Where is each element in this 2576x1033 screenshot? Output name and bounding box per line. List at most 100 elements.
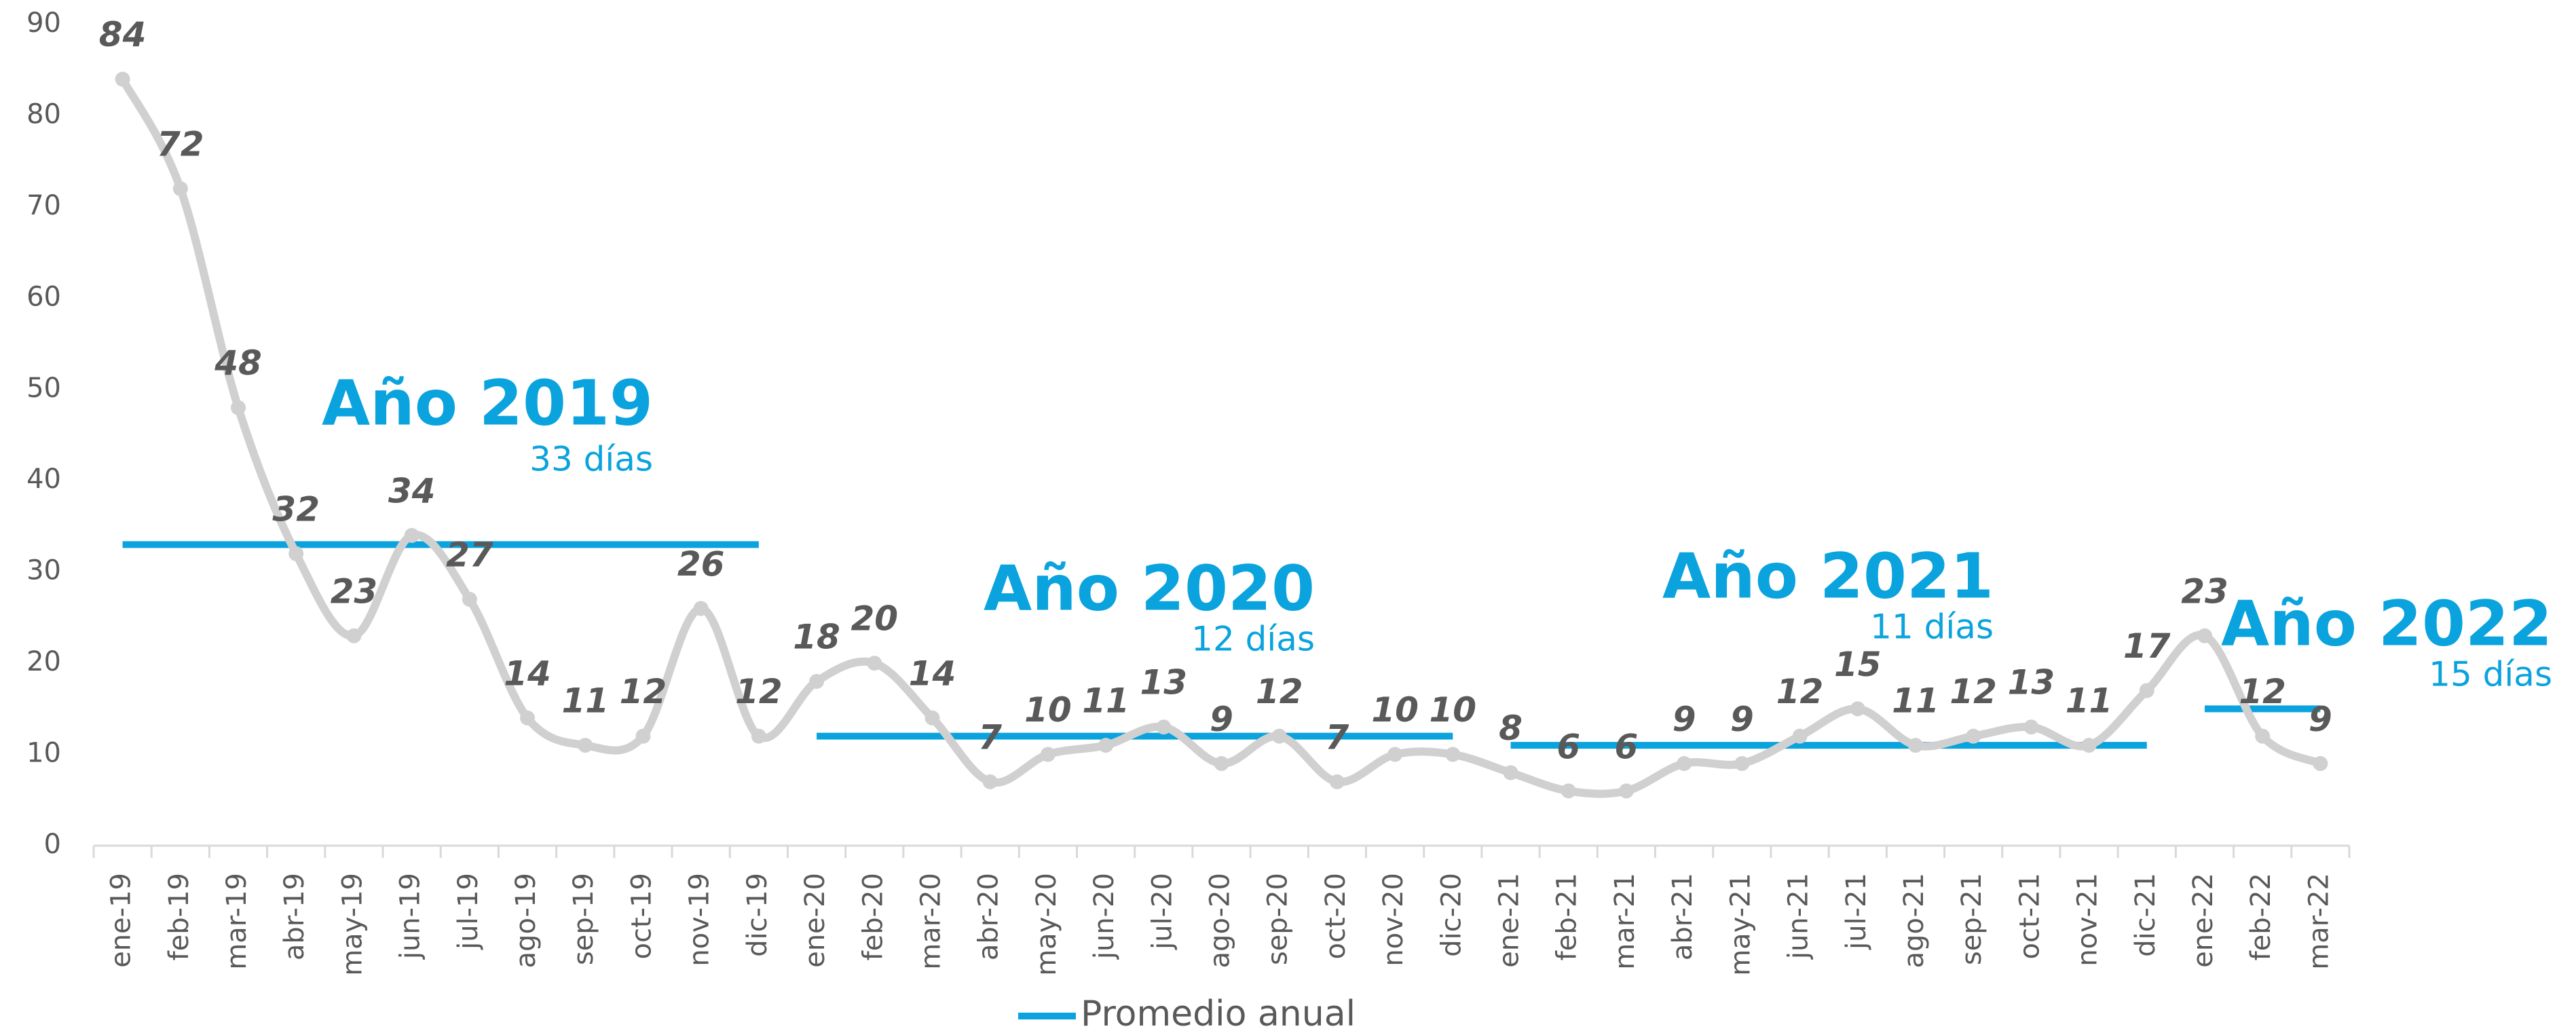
value-label: 12 (620, 672, 667, 711)
average-days: 11 días (1870, 607, 1994, 647)
x-tick-label: jun-21 (1783, 873, 1814, 960)
point (404, 527, 419, 543)
value-label: 12 (735, 672, 783, 711)
x-tick-label: mar-20 (915, 873, 946, 970)
average-days: 15 días (2429, 655, 2552, 694)
x-tick-label: abr-19 (279, 873, 310, 960)
point (1329, 774, 1345, 789)
point (1271, 728, 1287, 744)
point (1850, 701, 1865, 717)
value-label: 9 (1673, 700, 1696, 739)
value-label: 14 (504, 654, 551, 693)
average-title: Año 2019 (322, 367, 653, 439)
x-tick-label: jun-20 (1089, 873, 1120, 960)
x-tick-label: oct-19 (626, 873, 657, 959)
point (115, 71, 130, 87)
legend-label: Promedio anual (1081, 994, 1356, 1033)
point (925, 710, 940, 726)
value-label: 23 (331, 571, 378, 611)
point (578, 738, 593, 753)
average-title: Año 2021 (1662, 540, 1994, 612)
value-label: 6 (1556, 727, 1580, 766)
y-tick-label: 50 (26, 373, 61, 404)
value-label: 26 (677, 544, 725, 584)
x-tick-label: nov-20 (1378, 873, 1409, 966)
value-label: 6 (1615, 727, 1639, 766)
value-label: 11 (2066, 681, 2113, 721)
average-title: Año 2022 (2221, 587, 2552, 660)
point (520, 710, 536, 726)
value-label: 12 (1949, 672, 1997, 711)
x-tick-label: dic-21 (2130, 873, 2161, 957)
value-label: 23 (2181, 571, 2228, 611)
value-label: 48 (214, 343, 262, 383)
point (1907, 738, 1923, 753)
point (1214, 756, 1229, 771)
point (751, 728, 766, 744)
x-tick-label: oct-20 (1320, 873, 1351, 959)
value-label: 11 (1082, 681, 1130, 721)
value-label: 12 (1776, 672, 1824, 711)
x-tick-label: nov-21 (2072, 873, 2104, 966)
x-tick-label: abr-20 (973, 873, 1005, 960)
x-tick-label: dic-20 (1436, 873, 1467, 957)
value-label: 9 (1730, 700, 1754, 739)
average-title: Año 2020 (984, 552, 1315, 624)
x-tick-label: sep-19 (568, 873, 599, 965)
y-tick-label: 60 (26, 281, 61, 312)
x-tick-label: ene-20 (800, 873, 831, 968)
average-days: 33 días (529, 440, 653, 479)
x-tick-label: abr-21 (1667, 873, 1698, 960)
value-label: 7 (978, 717, 1002, 757)
point (1734, 756, 1750, 771)
x-tick-label: jul-21 (1841, 873, 1872, 950)
x-tick-label: jul-19 (453, 873, 484, 950)
value-label: 17 (2123, 626, 2171, 666)
point (1156, 719, 1172, 735)
point (693, 601, 709, 616)
x-tick-label: mar-22 (2303, 873, 2334, 970)
value-label: 13 (2008, 663, 2055, 702)
value-label: 7 (1326, 717, 1349, 757)
y-tick-label: 80 (26, 98, 61, 130)
y-tick-label: 20 (26, 646, 61, 677)
x-tick-label: jun-19 (395, 873, 426, 960)
x-tick-label: may-21 (1725, 873, 1756, 976)
point (1040, 747, 1056, 762)
value-label: 11 (561, 681, 609, 721)
point (462, 592, 477, 607)
value-label: 27 (446, 536, 493, 575)
y-tick-label: 70 (26, 190, 61, 221)
x-tick-label: may-20 (1031, 873, 1062, 976)
value-label: 9 (2309, 700, 2332, 739)
value-label: 10 (1371, 690, 1419, 730)
point (1445, 747, 1461, 762)
point (346, 628, 362, 643)
value-label: 10 (1024, 690, 1072, 730)
x-tick-label: jul-20 (1146, 873, 1178, 950)
point (231, 400, 246, 415)
y-tick-label: 30 (26, 555, 61, 586)
point (2081, 738, 2097, 753)
point (1618, 783, 1634, 799)
value-label: 32 (272, 489, 320, 529)
point (1561, 783, 1576, 799)
x-tick-label: feb-22 (2245, 873, 2277, 960)
point (635, 728, 651, 744)
x-tick-label: may-19 (337, 873, 368, 976)
x-tick-label: feb-19 (164, 873, 195, 960)
point (809, 674, 825, 689)
x-tick-label: feb-21 (1552, 873, 1583, 960)
value-label: 11 (1892, 681, 1939, 721)
x-tick-label: ago-20 (1205, 873, 1236, 968)
x-tick-label: ene-22 (2188, 873, 2219, 968)
value-label: 14 (909, 654, 956, 693)
point (2313, 756, 2328, 771)
value-label: 10 (1430, 690, 1477, 730)
x-tick-label: feb-20 (857, 873, 889, 960)
point (867, 656, 882, 671)
value-label: 18 (793, 618, 840, 657)
x-tick-label: ene-21 (1494, 873, 1525, 968)
x-tick-label: mar-21 (1609, 873, 1641, 970)
